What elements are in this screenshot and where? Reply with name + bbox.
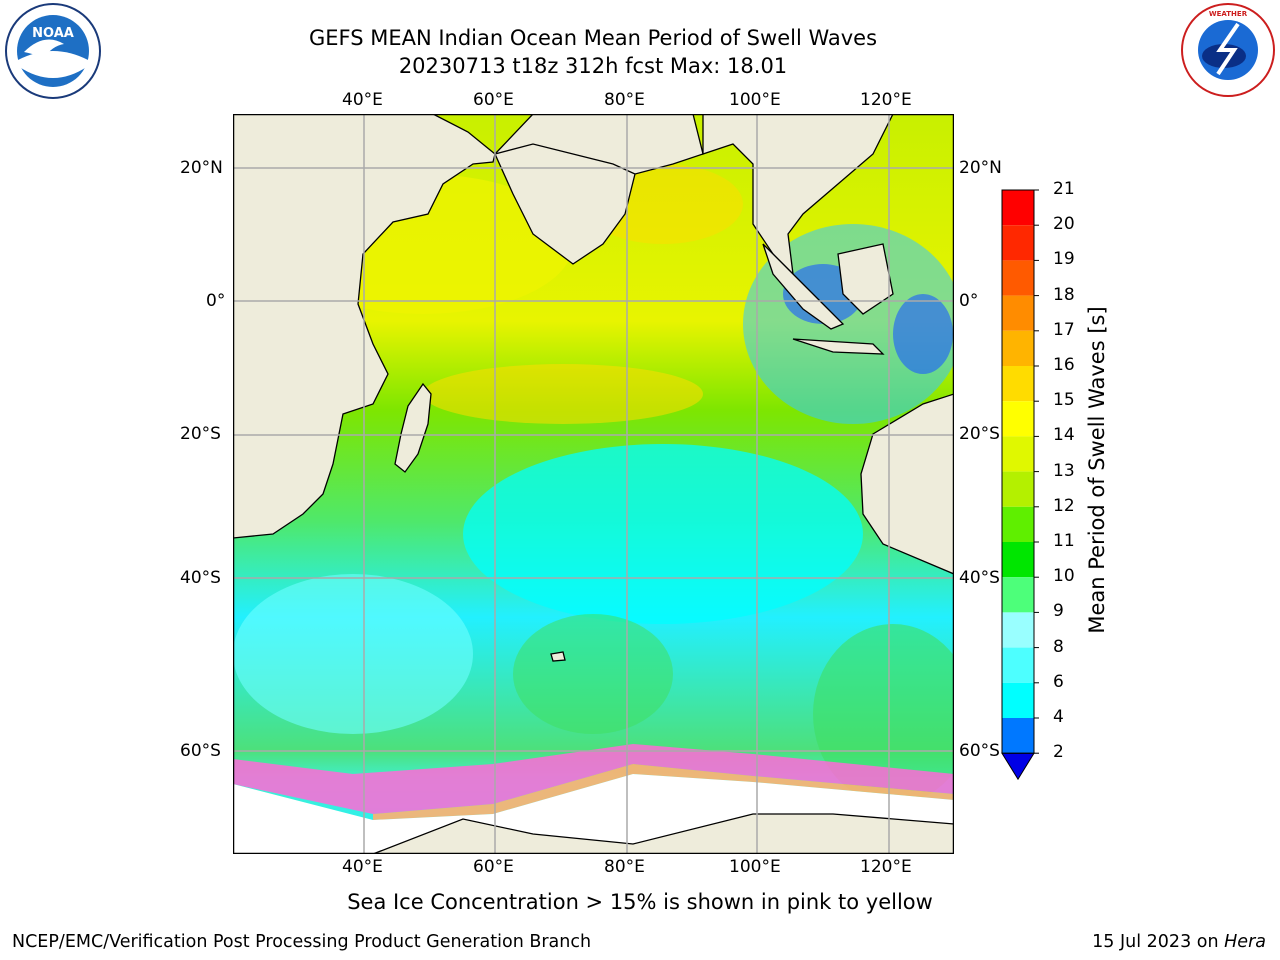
colorbar-tick-label: 4 — [1053, 707, 1064, 727]
lat-label-right: 60°S — [959, 741, 1000, 761]
colorbar-band — [1002, 647, 1034, 683]
colorbar-tick-label: 8 — [1053, 636, 1064, 657]
colorbar-tick-label: 20 — [1053, 214, 1075, 235]
colorbar-tick-label: 13 — [1053, 460, 1075, 481]
colorbar-tick-label: 12 — [1053, 495, 1075, 516]
southeast-asia — [702, 114, 894, 276]
map-title: GEFS MEAN Indian Ocean Mean Period of Sw… — [308, 26, 878, 50]
colorbar-band — [1002, 225, 1034, 261]
colorbar-tick-label: 18 — [1053, 284, 1075, 305]
lon-label-top: 80°E — [604, 90, 645, 110]
lon-label-top: 40°E — [342, 90, 383, 110]
footer-host: Hera — [1224, 932, 1266, 952]
java — [792, 338, 885, 355]
lat-label-left: 20°S — [180, 424, 221, 444]
colorbar-band — [1002, 330, 1034, 366]
high-period-patch — [423, 364, 703, 424]
colorbar-tick-label: 10 — [1053, 566, 1075, 587]
colorbar-tick-label: 21 — [1053, 179, 1075, 199]
sumatra — [762, 243, 845, 330]
sea-ice-edge — [373, 764, 954, 820]
lon-label-top: 60°E — [473, 90, 514, 110]
sea-ice-note: Sea Ice Concentration > 15% is shown in … — [347, 890, 933, 914]
colorbar-band — [1002, 506, 1034, 542]
lat-label-right: 40°S — [959, 568, 1000, 588]
colorbar-tick-label: 16 — [1053, 355, 1075, 375]
colorbar-band — [1002, 401, 1034, 437]
green-patch — [813, 624, 954, 804]
colorbar-tick-label: 15 — [1053, 390, 1075, 411]
colorbar-tick-label: 19 — [1053, 249, 1075, 270]
svg-text:WEATHER: WEATHER — [1209, 10, 1248, 18]
lat-label-right: 20°S — [959, 424, 1000, 444]
antarctica — [372, 813, 954, 854]
colorbar-band — [1002, 718, 1034, 754]
map-subtitle: 20230713 t18z 312h fcst Max: 18.01 — [398, 54, 788, 78]
lon-label-bottom: 100°E — [729, 857, 781, 877]
australia-landmass — [860, 393, 954, 575]
lon-label-bottom: 120°E — [860, 857, 912, 877]
colorbar-band — [1002, 295, 1034, 331]
lon-label-bottom: 40°E — [342, 857, 383, 877]
lat-label-left: 40°S — [180, 568, 221, 588]
low-period-patch — [463, 444, 863, 624]
lon-label-bottom: 60°E — [473, 857, 514, 877]
lon-label-top: 120°E — [860, 90, 912, 110]
colorbar-title: Mean Period of Swell Waves [s] — [1085, 306, 1109, 634]
low-period-patch — [893, 294, 953, 374]
sea-ice-band — [233, 744, 954, 814]
madagascar — [394, 382, 432, 473]
india-landmass — [494, 114, 704, 265]
lon-label-bottom: 80°E — [604, 857, 645, 877]
map-panel — [233, 114, 954, 854]
colorbar-tick-label: 2 — [1053, 742, 1064, 763]
lat-label-left: 20°N — [180, 158, 223, 178]
colorbar-extend-arrow — [1001, 752, 1035, 781]
borneo — [837, 243, 894, 315]
lat-label-left: 0° — [206, 291, 226, 311]
colorbar-band — [1002, 542, 1034, 578]
lat-label-right: 20°N — [959, 158, 1002, 178]
footer-credit: NCEP/EMC/Verification Post Processing Pr… — [12, 932, 592, 952]
colorbar-tick-label: 14 — [1053, 425, 1075, 446]
low-period-patch — [233, 574, 473, 734]
noaa-logo: NOAA — [5, 3, 101, 99]
colorbar-band — [1002, 471, 1034, 507]
lat-label-right: 0° — [959, 291, 979, 311]
svg-text:NOAA: NOAA — [32, 26, 74, 41]
colorbar-tick-label: 6 — [1053, 671, 1064, 692]
colorbar-tick-label: 11 — [1053, 531, 1075, 551]
colorbar-band — [1002, 682, 1034, 718]
colorbar — [1001, 189, 1039, 781]
lat-label-left: 60°S — [180, 741, 221, 761]
kerguelen-island — [550, 651, 566, 662]
colorbar-band — [1002, 612, 1034, 648]
graticule — [233, 114, 954, 854]
colorbar-band — [1002, 577, 1034, 613]
nws-logo: WEATHER — [1181, 3, 1275, 97]
colorbar-band — [1002, 436, 1034, 472]
colorbar-band — [1002, 260, 1034, 296]
colorbar-tick-label: 9 — [1053, 601, 1064, 622]
colorbar-band — [1002, 190, 1034, 226]
colorbar-tick-label: 17 — [1053, 319, 1075, 340]
footer-date: 15 Jul 2023 on Hera — [1092, 932, 1266, 952]
green-patch — [513, 614, 673, 734]
colorbar-band — [1002, 366, 1034, 402]
lon-label-top: 100°E — [729, 90, 781, 110]
